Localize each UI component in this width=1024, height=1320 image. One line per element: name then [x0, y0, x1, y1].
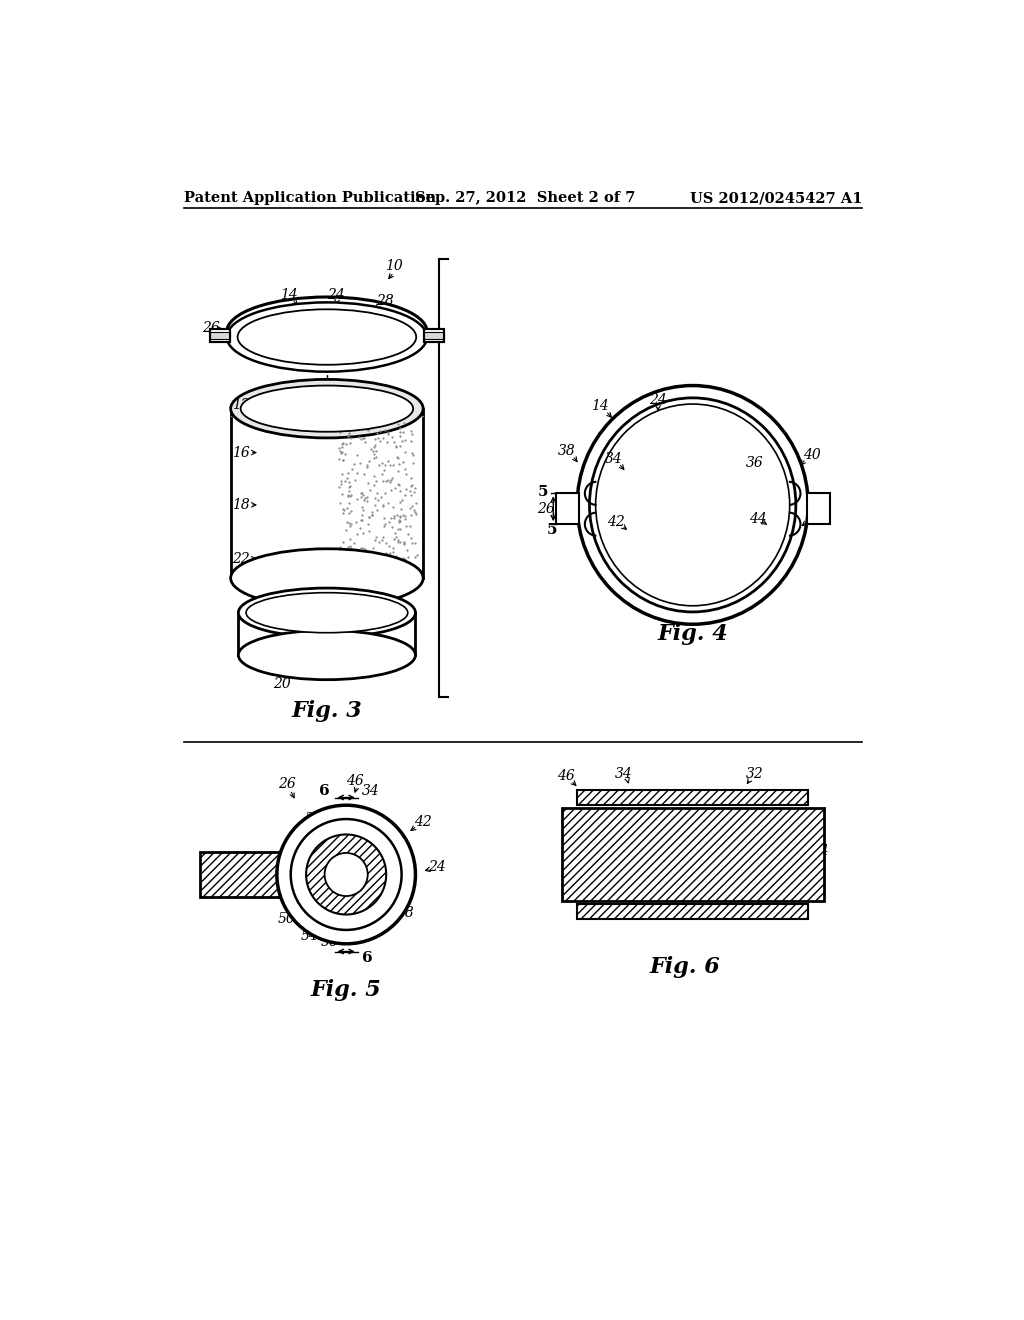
Circle shape — [291, 818, 401, 929]
Circle shape — [276, 805, 416, 944]
Circle shape — [325, 853, 368, 896]
Text: Patent Application Publication: Patent Application Publication — [184, 191, 436, 206]
Text: 14: 14 — [281, 288, 298, 302]
Text: 58: 58 — [396, 906, 415, 920]
Text: 38: 38 — [231, 850, 250, 865]
Ellipse shape — [230, 379, 423, 438]
Bar — [807, 494, 829, 524]
Ellipse shape — [239, 589, 416, 638]
Text: 10: 10 — [385, 259, 402, 273]
Text: 24: 24 — [428, 859, 445, 874]
Bar — [424, 329, 444, 342]
Text: 22: 22 — [231, 552, 250, 566]
Text: 46: 46 — [557, 770, 574, 783]
Bar — [200, 853, 311, 896]
Text: 6: 6 — [319, 784, 330, 799]
Bar — [578, 904, 808, 919]
Text: 34: 34 — [361, 784, 380, 799]
Text: 44: 44 — [750, 512, 767, 525]
Text: 28: 28 — [805, 512, 822, 525]
Text: 24: 24 — [649, 393, 667, 407]
Text: 14: 14 — [592, 400, 609, 413]
Text: 36: 36 — [745, 455, 763, 470]
Text: Fig. 4: Fig. 4 — [657, 623, 728, 645]
Text: 16: 16 — [231, 446, 250, 459]
Bar — [556, 494, 579, 524]
Text: Fig. 6: Fig. 6 — [649, 956, 720, 978]
Text: 26: 26 — [278, 776, 296, 791]
Ellipse shape — [238, 309, 416, 364]
Text: 6: 6 — [362, 950, 373, 965]
Text: 42: 42 — [415, 816, 432, 829]
Text: 52: 52 — [305, 812, 323, 826]
Text: US 2012/0245427 A1: US 2012/0245427 A1 — [689, 191, 862, 206]
Ellipse shape — [578, 385, 808, 624]
Circle shape — [306, 834, 386, 915]
Bar — [578, 789, 808, 805]
Ellipse shape — [596, 404, 790, 606]
Text: Sep. 27, 2012  Sheet 2 of 7: Sep. 27, 2012 Sheet 2 of 7 — [415, 191, 635, 206]
Ellipse shape — [246, 593, 408, 632]
Text: 54: 54 — [300, 929, 318, 942]
Bar — [424, 329, 444, 342]
Text: 12: 12 — [231, 397, 250, 412]
Bar — [562, 808, 823, 900]
Bar — [210, 329, 230, 342]
Text: Fig. 3: Fig. 3 — [292, 700, 362, 722]
Text: 32: 32 — [745, 767, 763, 781]
Ellipse shape — [241, 385, 413, 432]
Text: 28: 28 — [376, 294, 393, 308]
Text: 26: 26 — [203, 321, 220, 335]
Text: 34: 34 — [614, 767, 632, 781]
Text: 24: 24 — [811, 845, 828, 858]
Bar — [210, 329, 230, 342]
Text: 46: 46 — [346, 774, 365, 788]
Text: 26: 26 — [538, 502, 555, 516]
Text: 42: 42 — [607, 515, 625, 529]
Text: 24: 24 — [328, 289, 345, 302]
Text: 34: 34 — [605, 451, 623, 466]
Ellipse shape — [230, 549, 423, 607]
Ellipse shape — [239, 631, 416, 680]
Text: 38: 38 — [558, 444, 577, 458]
Text: 20: 20 — [272, 677, 291, 690]
Text: 50: 50 — [278, 912, 295, 927]
Text: 56: 56 — [321, 936, 338, 949]
Bar — [424, 333, 444, 339]
Text: 18: 18 — [231, 498, 250, 512]
Ellipse shape — [590, 397, 796, 612]
Text: Fig. 5: Fig. 5 — [311, 979, 382, 1001]
Text: 5: 5 — [547, 523, 557, 537]
Bar — [210, 333, 230, 339]
Text: 5: 5 — [538, 484, 548, 499]
Ellipse shape — [226, 302, 427, 372]
Text: 40: 40 — [803, 447, 821, 462]
